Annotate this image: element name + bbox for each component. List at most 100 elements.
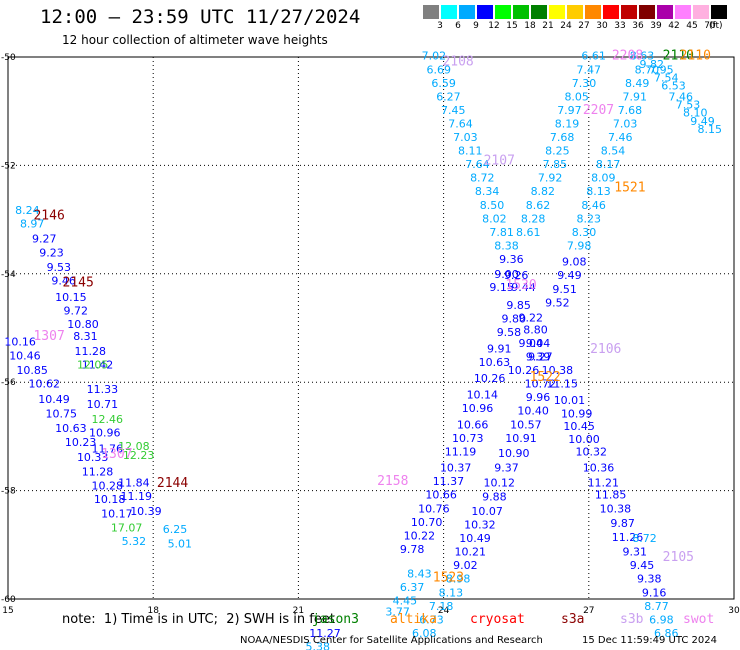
legend-item-swot: swot (683, 612, 715, 627)
swh-value: 9.16 (642, 586, 667, 599)
swh-value: 10.15 (55, 291, 87, 304)
legend-item-cryosat: cryosat (470, 612, 525, 627)
pass-label: 2110 (680, 49, 711, 64)
swh-value: 10.46 (9, 349, 41, 362)
swh-value: 7.46 (669, 90, 694, 103)
lat-tick-label: -54 (1, 270, 16, 280)
swh-value: 10.49 (38, 393, 70, 406)
pass-label: 1522 (530, 370, 561, 385)
swh-value: 10.23 (65, 436, 97, 449)
swh-value: 11.27 (309, 627, 341, 640)
swh-value: 9.52 (545, 296, 570, 309)
swh-value: 9.49 (690, 115, 715, 128)
swh-value: 10.22 (404, 529, 436, 542)
swh-value: 9.15 (489, 281, 514, 294)
legend-item-s3b: s3b (620, 612, 644, 627)
swh-value: 9.96 (526, 391, 551, 404)
pass-label: 2106 (590, 342, 621, 357)
scale-label: 3 (437, 21, 443, 31)
swh-value: 8.05 (564, 90, 589, 103)
scale-label: 36 (632, 21, 644, 31)
swh-value: 7.68 (618, 104, 643, 117)
swh-value: 6.25 (163, 523, 188, 536)
scale-swatch (711, 5, 727, 19)
swh-value: 7.68 (550, 131, 575, 144)
swh-value: 9.02 (453, 559, 478, 572)
swh-value: 10.90 (498, 447, 530, 460)
swh-value: 8.62 (526, 199, 551, 212)
swh-value: 9.00 (494, 268, 519, 281)
swh-value: 11.15 (546, 378, 578, 391)
credit-text: NOAA/NESDIS Center for Satellite Applica… (240, 635, 543, 646)
swh-value: 10.96 (462, 402, 494, 415)
swh-value: 8.30 (572, 226, 597, 239)
swh-value: 7.47 (577, 63, 602, 76)
lat-tick-label: -60 (1, 595, 16, 605)
swh-value: 10.36 (583, 462, 615, 475)
swh-value: 9.49 (557, 269, 582, 282)
pass-label: 2110 (663, 49, 694, 64)
swh-value: 8.46 (581, 199, 606, 212)
lon-tick-label: 15 (2, 606, 13, 616)
swh-value: 11.19 (445, 445, 477, 458)
swh-value: 9.87 (610, 517, 635, 530)
swh-value: 10.33 (77, 451, 109, 464)
pass-label: 1530 (505, 278, 536, 293)
swh-value: 9.04 (518, 337, 543, 350)
lat-tick-label: -52 (1, 161, 16, 171)
scale-swatch (639, 5, 655, 19)
swh-value: 9.38 (637, 573, 662, 586)
swh-value: 8.10 (683, 107, 708, 120)
scale-swatch (495, 5, 511, 19)
swh-value: 10.72 (525, 378, 557, 391)
swh-value: 8.34 (475, 185, 500, 198)
swh-value: 9.53 (47, 261, 72, 274)
swh-value: 7.54 (654, 71, 679, 84)
swh-value: 7.81 (489, 226, 514, 239)
swh-value: 8.61 (516, 226, 541, 239)
swh-value: 9.27 (32, 232, 57, 245)
scale-label: 42 (668, 21, 680, 31)
swh-value: 10.80 (67, 318, 99, 331)
swh-value: 9.26 (504, 269, 529, 282)
swh-value: 10.28 (91, 480, 123, 493)
swh-value: 10.32 (464, 519, 496, 532)
swh-value: 8.80 (523, 323, 548, 336)
swh-value: 11.28 (82, 465, 114, 478)
swh-value: 9.46 (51, 275, 76, 288)
swh-value: 10.39 (130, 505, 162, 518)
page-subtitle: 12 hour collection of altimeter wave hei… (62, 33, 328, 47)
swh-value: 6.73 (419, 613, 444, 626)
scale-swatch (621, 5, 637, 19)
swh-value: 8.38 (494, 239, 519, 252)
swh-value: 6.86 (654, 627, 679, 640)
note-text: note: 1) Time is in UTC; 2) SWH is in fe… (62, 612, 335, 627)
swh-value: 12.46 (91, 413, 123, 426)
swh-value: 8.54 (601, 145, 626, 158)
swh-value: 11.42 (82, 359, 114, 372)
swh-value: 8.98 (446, 573, 471, 586)
swh-value: 12.05 (77, 359, 109, 372)
swh-value: 9.08 (562, 256, 587, 269)
scale-label: 30 (596, 21, 608, 31)
scale-swatch (423, 5, 439, 19)
swh-value: 8.25 (545, 145, 570, 158)
scale-swatch (693, 5, 709, 19)
swh-value: 9.23 (39, 246, 64, 259)
scale-swatch (675, 5, 691, 19)
pass-label: 2145 (63, 275, 94, 290)
swh-value: 8.82 (531, 185, 556, 198)
swh-value: 8.31 (73, 330, 98, 343)
swh-value: 10.66 (457, 418, 489, 431)
swh-value: 10.38 (600, 502, 632, 515)
legend-item-altika: altika (390, 612, 437, 627)
swh-value: 6.37 (400, 581, 425, 594)
swh-value: 11.33 (87, 383, 119, 396)
swh-value: 8.17 (596, 158, 621, 171)
pass-label: 1523 (433, 571, 464, 586)
swh-value: 7.64 (465, 158, 490, 171)
swh-value: 11.84 (118, 476, 150, 489)
swh-value: 7.45 (441, 104, 466, 117)
swh-value: 10.99 (561, 407, 593, 420)
scale-swatch (585, 5, 601, 19)
